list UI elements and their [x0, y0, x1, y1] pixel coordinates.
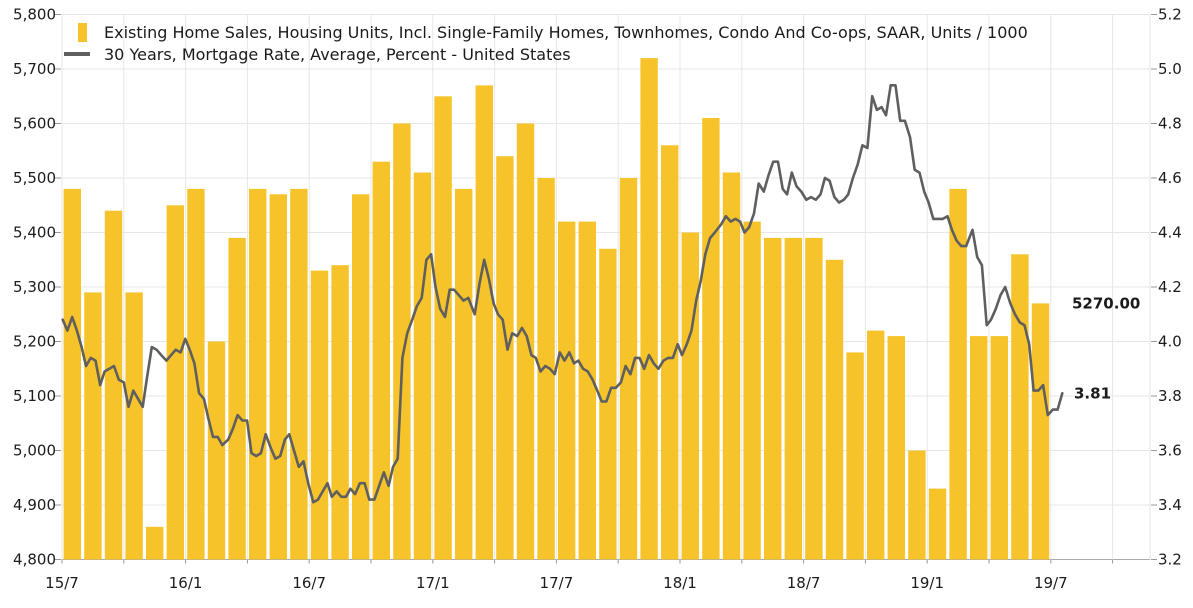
home-sales-bar — [1011, 254, 1029, 560]
home-sales-bar — [269, 194, 287, 560]
left-axis-tick-label: 4,900 — [13, 496, 56, 514]
home-sales-bar — [331, 265, 349, 560]
home-sales-bar — [990, 336, 1008, 560]
x-axis-tick-label: 19/1 — [910, 574, 944, 592]
x-axis-tick-label: 16/7 — [292, 574, 326, 592]
right-axis-tick-label: 3.2 — [1158, 551, 1182, 569]
line-series-swatch — [64, 52, 90, 56]
left-axis-tick-label: 5,600 — [13, 115, 56, 133]
right-axis-tick-label: 4.2 — [1158, 278, 1182, 296]
left-axis-tick-label: 5,100 — [13, 387, 56, 405]
home-sales-bar — [393, 123, 411, 560]
home-sales-bar — [475, 85, 493, 560]
home-sales-bar — [1031, 303, 1050, 560]
home-sales-bar — [372, 161, 390, 560]
home-sales-bar — [537, 178, 555, 560]
right-axis-tick-label: 3.4 — [1158, 496, 1182, 514]
home-sales-bar — [599, 248, 617, 560]
home-sales-bar — [558, 221, 576, 560]
home-sales-bar — [702, 118, 720, 560]
left-axis-tick-label: 5,400 — [13, 224, 56, 242]
home-sales-bar — [846, 352, 864, 560]
right-axis-tick-label: 3.8 — [1158, 387, 1182, 405]
right-axis-tick-label: 3.6 — [1158, 442, 1182, 460]
legend-item-mortgage-rate[interactable]: 30 Years, Mortgage Rate, Average, Percen… — [64, 43, 1028, 65]
legend-label-home-sales: Existing Home Sales, Housing Units, Incl… — [104, 22, 1028, 42]
home-sales-bar — [63, 188, 81, 560]
home-sales-bar — [970, 336, 988, 560]
x-axis-tick-label: 18/7 — [787, 574, 821, 592]
x-axis-tick-label: 15/7 — [45, 574, 79, 592]
x-axis-tick-label: 18/1 — [663, 574, 697, 592]
home-sales-bar — [578, 221, 596, 560]
x-axis-tick-label: 17/1 — [416, 574, 450, 592]
home-sales-bar — [249, 188, 267, 560]
home-sales-bar — [413, 172, 432, 560]
home-sales-bar — [290, 188, 308, 560]
home-sales-bar — [516, 123, 535, 560]
home-sales-bars — [63, 58, 1050, 560]
home-sales-bar — [434, 96, 452, 560]
right-axis-tick-label: 4.4 — [1158, 224, 1182, 242]
home-sales-bar — [722, 172, 741, 560]
bar-end-value-label: 5270.00 — [1072, 294, 1140, 312]
home-sales-bar — [743, 221, 761, 560]
home-sales-bar — [125, 292, 143, 560]
left-axis-tick-label: 5,800 — [13, 6, 56, 24]
home-sales-bar — [84, 292, 102, 560]
x-axis-tick-label: 16/1 — [169, 574, 203, 592]
home-sales-bar — [207, 341, 226, 560]
mortgage-rate-line — [61, 84, 1064, 504]
axis-labels: 5,800 5.2 5,700 5.0 5,600 4.8 5,500 4.6 5,400 4.4… — [13, 6, 1182, 593]
bar-series-swatch — [78, 22, 87, 42]
left-axis-tick-label: 5,500 — [13, 169, 56, 187]
right-axis-tick-label: 4.6 — [1158, 169, 1182, 187]
x-axis-tick-label: 17/7 — [540, 574, 574, 592]
home-sales-bar — [496, 156, 514, 560]
legend-item-home-sales[interactable]: Existing Home Sales, Housing Units, Incl… — [64, 21, 1028, 43]
right-axis-tick-label: 5.2 — [1158, 6, 1182, 24]
left-axis-tick-label: 5,200 — [13, 333, 56, 351]
home-sales-bar — [887, 336, 905, 560]
home-sales-bar — [455, 188, 473, 560]
right-axis-tick-label: 4.0 — [1158, 333, 1182, 351]
home-sales-bar — [146, 526, 164, 560]
home-sales-bar — [764, 237, 782, 560]
line-end-value-label: 3.81 — [1074, 384, 1111, 402]
home-sales-bar — [867, 330, 885, 560]
home-sales-bar — [928, 488, 947, 560]
home-sales-bar — [104, 210, 123, 560]
home-sales-bar — [784, 237, 802, 560]
x-axis-tick-label: 19/7 — [1034, 574, 1068, 592]
home-sales-bar — [310, 270, 329, 560]
home-sales-bar — [352, 194, 370, 560]
home-sales-bar — [661, 145, 679, 560]
left-axis-tick-label: 4,800 — [13, 551, 56, 569]
home-sales-bar — [805, 237, 823, 560]
end-value-labels: 5270.00 3.81 — [1072, 294, 1140, 402]
home-sales-bar — [228, 237, 246, 560]
legend: Existing Home Sales, Housing Units, Incl… — [64, 21, 1028, 65]
home-sales-bar — [825, 259, 844, 560]
right-axis-tick-label: 5.0 — [1158, 60, 1182, 78]
right-axis-tick-label: 4.8 — [1158, 115, 1182, 133]
left-axis-tick-label: 5,300 — [13, 278, 56, 296]
left-axis-tick-label: 5,700 — [13, 60, 56, 78]
home-sales-bar — [908, 450, 926, 560]
home-sales-bar — [949, 188, 967, 560]
home-sales-bar — [166, 205, 184, 560]
legend-label-mortgage-rate: 30 Years, Mortgage Rate, Average, Percen… — [104, 44, 571, 64]
home-sales-bar — [681, 232, 699, 560]
left-axis-tick-label: 5,000 — [13, 442, 56, 460]
home-sales-bar — [640, 58, 658, 560]
